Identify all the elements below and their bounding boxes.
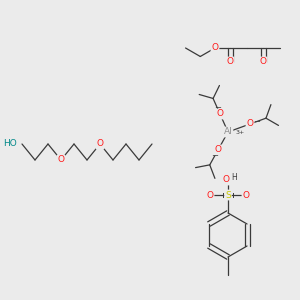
Text: HO: HO (3, 140, 17, 148)
Text: Al: Al (224, 128, 232, 136)
Text: O: O (58, 155, 64, 164)
Text: O: O (223, 176, 230, 184)
Text: −: − (211, 152, 218, 160)
Text: H: H (231, 172, 237, 182)
Text: O: O (242, 190, 250, 200)
Text: O: O (226, 58, 233, 67)
Text: O: O (247, 119, 254, 128)
Text: O: O (214, 146, 221, 154)
Text: O: O (212, 44, 218, 52)
Text: O: O (97, 140, 104, 148)
Text: O: O (260, 58, 266, 67)
Text: O: O (217, 110, 224, 118)
Text: O: O (206, 190, 214, 200)
Text: −: − (214, 103, 221, 112)
Text: −: − (253, 117, 260, 126)
Text: 3+: 3+ (236, 130, 245, 134)
Text: S: S (225, 190, 231, 200)
